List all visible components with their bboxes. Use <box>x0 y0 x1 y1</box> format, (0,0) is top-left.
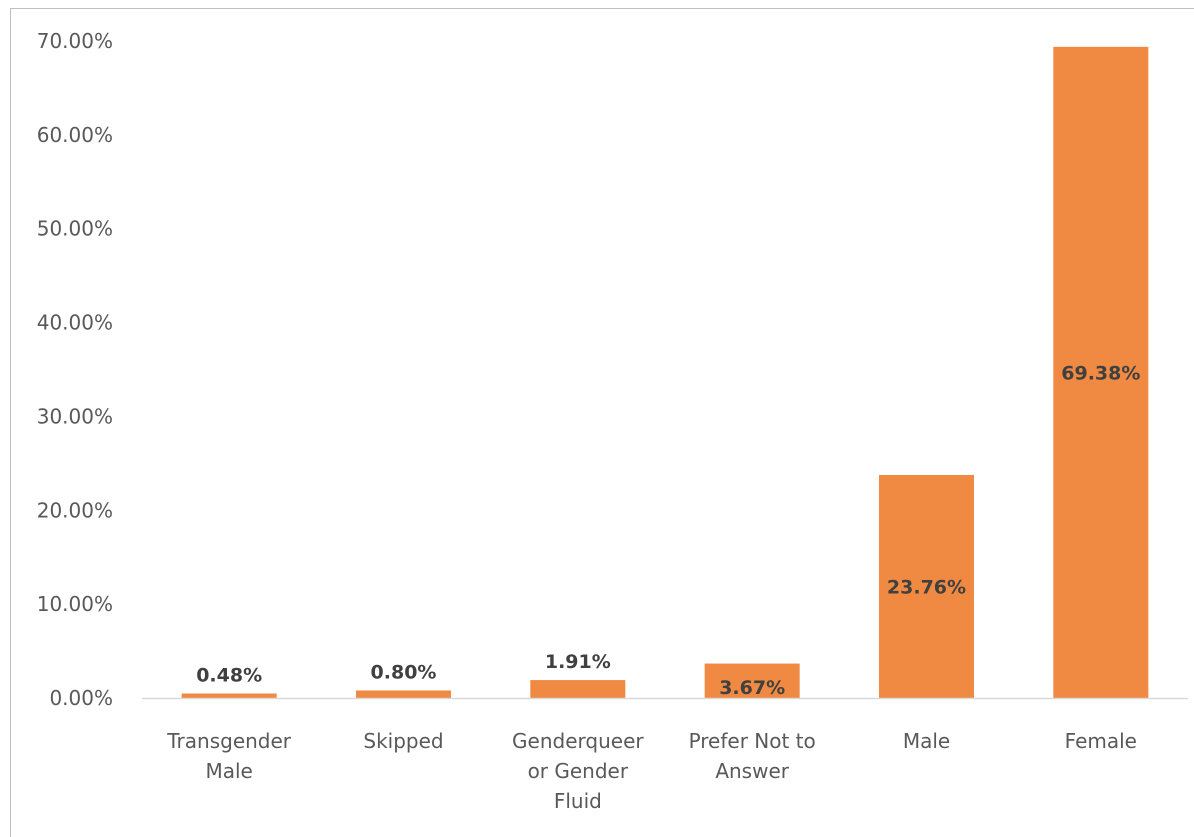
bar <box>1053 46 1149 698</box>
x-category-label: Skipped <box>363 729 443 753</box>
x-category-label: Prefer Not to Answer <box>689 729 816 783</box>
bar-data-label: 23.76% <box>887 576 966 598</box>
x-category-label: Transgender Male <box>166 729 292 783</box>
x-category-label-line: Answer <box>715 759 789 783</box>
x-category-label-line: Skipped <box>363 729 443 753</box>
y-tick-label: 50.00% <box>37 217 113 241</box>
bar <box>704 663 800 698</box>
bar <box>878 474 975 698</box>
x-category-label: Male <box>903 729 950 753</box>
y-tick-label: 40.00% <box>37 311 113 335</box>
bar-data-label: 1.91% <box>545 651 611 673</box>
x-category-label-line: or Gender <box>528 759 629 783</box>
y-tick-label: 20.00% <box>37 498 113 522</box>
bar-data-label: 3.67% <box>719 677 785 699</box>
bar <box>530 680 626 698</box>
bar <box>181 693 277 698</box>
x-category-label-line: Female <box>1065 729 1137 753</box>
bar-data-label: 0.48% <box>196 664 262 686</box>
x-category-label-line: Male <box>205 759 252 783</box>
y-tick-label: 0.00% <box>49 686 113 710</box>
data-labels: 0.48% 0.80% 1.91% 3.67% 23.76% 69.38% <box>196 362 1140 699</box>
x-axis-category-labels: Transgender Male Skipped Genderqueer or Gend… <box>166 729 1137 813</box>
x-category-label-line: Fluid <box>554 789 602 813</box>
y-tick-label: 60.00% <box>37 123 113 147</box>
x-category-label: Female <box>1065 729 1137 753</box>
chart-frame <box>10 8 1194 837</box>
bar-data-label: 69.38% <box>1061 362 1140 384</box>
x-category-label-line: Male <box>903 729 950 753</box>
y-tick-label: 30.00% <box>37 404 113 428</box>
x-category-label-line: Prefer Not to <box>689 729 816 753</box>
y-axis-tick-labels: 0.00% 10.00% 20.00% 30.00% 40.00% 50.00% 60.00… <box>37 29 113 710</box>
bar-series <box>181 46 1149 698</box>
x-category-label-line: Genderqueer <box>512 729 644 753</box>
bar <box>355 690 452 698</box>
x-category-label-line: Transgender <box>166 729 292 753</box>
x-category-label: Genderqueer or Gender Fluid <box>512 729 644 813</box>
y-tick-label: 10.00% <box>37 592 113 616</box>
bar-data-label: 0.80% <box>371 661 437 683</box>
y-tick-label: 70.00% <box>37 29 113 53</box>
